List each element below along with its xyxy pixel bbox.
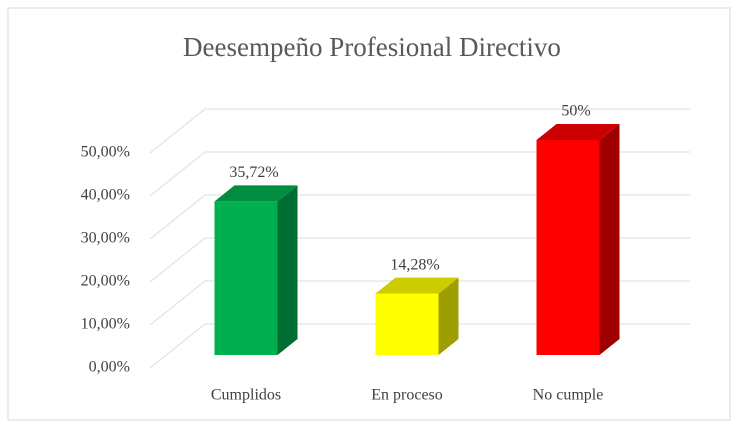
bar	[214, 201, 278, 355]
bar	[375, 293, 439, 355]
grid-line	[149, 151, 690, 197]
x-tick-label: En proceso	[371, 387, 443, 404]
bar-side	[599, 124, 620, 355]
bar-side	[438, 277, 459, 355]
data-label: 14,28%	[390, 256, 439, 273]
bar-top	[375, 277, 459, 294]
y-tick-label: 20,00%	[81, 273, 130, 290]
grid-line	[149, 237, 690, 283]
x-tick-label: Cumplidos	[211, 387, 281, 404]
grid-line	[149, 280, 690, 326]
chart-title: Deesempeño Profesional Directivo	[183, 32, 561, 62]
data-label: 35,72%	[229, 164, 278, 181]
bar-top	[214, 185, 298, 202]
bar	[536, 140, 600, 355]
bar-top	[536, 124, 620, 140]
y-tick-label: 40,00%	[81, 187, 130, 204]
data-label: 50%	[561, 103, 590, 120]
x-tick-label: No cumple	[533, 387, 604, 404]
bar-side	[277, 185, 298, 355]
grid-line	[149, 194, 690, 240]
y-tick-label: 0,00%	[89, 359, 130, 376]
grid-line	[149, 323, 690, 369]
y-tick-label: 30,00%	[81, 230, 130, 247]
grid-line	[149, 108, 690, 154]
y-tick-label: 10,00%	[81, 316, 130, 333]
y-tick-label: 50,00%	[81, 144, 130, 161]
